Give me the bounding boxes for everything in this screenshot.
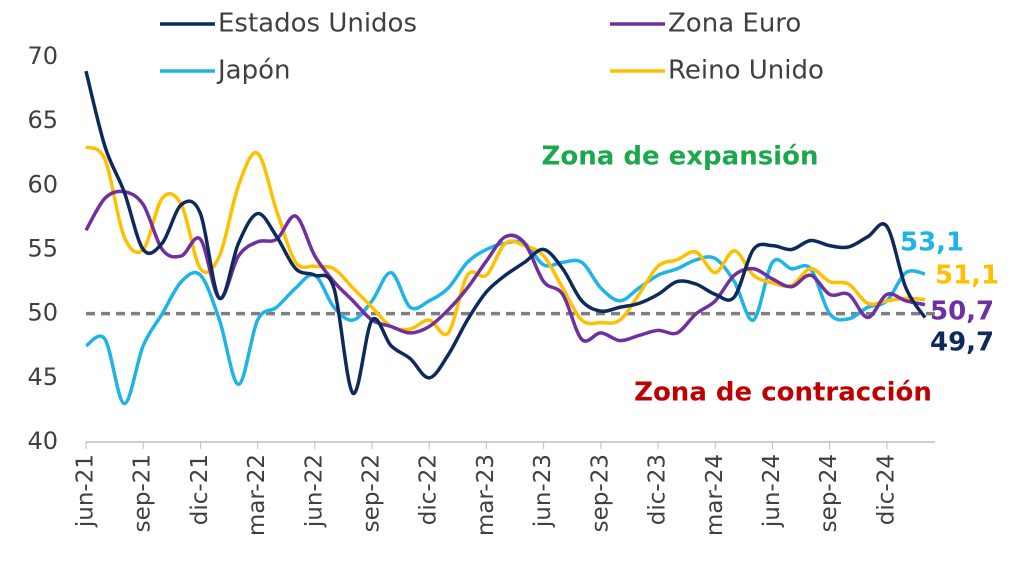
annotation: Zona de contracción bbox=[634, 378, 932, 408]
x-tick-label: dic-24 bbox=[873, 454, 899, 525]
line-series bbox=[84, 70, 927, 395]
annotation: Zona de expansión bbox=[542, 142, 819, 172]
x-tick-label: dic-21 bbox=[187, 454, 213, 525]
x-tick-label: sep-21 bbox=[130, 454, 156, 532]
y-tick-label: 55 bbox=[27, 235, 58, 263]
x-tick-label: jun-23 bbox=[530, 454, 556, 528]
end-value-label: 49,7 bbox=[930, 328, 994, 358]
end-value-label: 50,7 bbox=[930, 297, 994, 327]
x-tick-label: jun-24 bbox=[759, 454, 785, 528]
x-tick-label: sep-24 bbox=[816, 454, 842, 532]
y-tick-label: 60 bbox=[27, 170, 58, 198]
legend-label: Estados Unidos bbox=[218, 9, 417, 39]
x-tick-label: dic-23 bbox=[645, 454, 671, 525]
x-tick-label: sep-22 bbox=[359, 454, 385, 532]
legend-label: Zona Euro bbox=[668, 9, 801, 39]
y-tick-label: 45 bbox=[27, 363, 58, 391]
end-value-label: 51,1 bbox=[935, 261, 999, 291]
legend-label: Japón bbox=[216, 56, 291, 86]
x-tick-label: mar-23 bbox=[473, 454, 499, 536]
y-tick-label: 40 bbox=[27, 427, 58, 455]
x-tick-label: jun-22 bbox=[301, 454, 327, 528]
x-tick-label: mar-24 bbox=[702, 454, 728, 536]
y-tick-label: 50 bbox=[27, 299, 58, 327]
legend-label: Reino Unido bbox=[668, 56, 824, 86]
x-tick-label: jun-21 bbox=[73, 454, 99, 528]
line-series bbox=[85, 145, 926, 337]
x-tick-label: sep-23 bbox=[587, 454, 613, 532]
y-tick-label: 70 bbox=[27, 42, 58, 70]
x-tick-label: mar-22 bbox=[244, 454, 270, 536]
x-tick-label: dic-22 bbox=[416, 454, 442, 525]
y-tick-label: 65 bbox=[27, 106, 58, 134]
end-value-label: 53,1 bbox=[900, 228, 964, 258]
